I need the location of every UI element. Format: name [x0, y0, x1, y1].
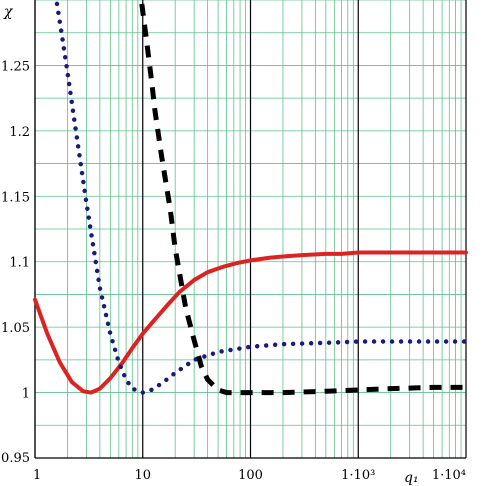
- x-tick-label: 1·10⁴: [432, 468, 466, 483]
- y-tick-label: 1.15: [1, 190, 30, 205]
- plot-frame: [34, 0, 467, 459]
- x-tick-label: 100: [238, 468, 263, 483]
- y-tick-labels: 0.95 1 1.05 1.1 1.15 1.2 1.25: [1, 59, 30, 466]
- y-tick-label: 0.95: [1, 451, 30, 466]
- y-tick-label: 1.2: [9, 125, 30, 140]
- x-tick-labels: 1 10 100 1·10³ 1·10⁴: [33, 468, 466, 483]
- x-axis-label: q₁: [404, 470, 419, 486]
- series-line-solid: [33, 250, 468, 395]
- y-tick-label: 1.1: [9, 256, 30, 271]
- y-axis-label: χ: [3, 4, 14, 20]
- grid: [35, 0, 466, 459]
- y-tick-label: 1.25: [1, 59, 30, 74]
- y-tick-label: 1.05: [1, 321, 30, 336]
- series-layer: [33, 1, 469, 396]
- y-tick-label: 1: [22, 387, 30, 402]
- x-tick-label: 1: [33, 468, 41, 483]
- series-line-dashed: [139, 3, 466, 396]
- x-tick-label: 10: [134, 468, 151, 483]
- x-tick-label: 1·10³: [341, 468, 375, 483]
- series-line-dotted: [54, 1, 469, 395]
